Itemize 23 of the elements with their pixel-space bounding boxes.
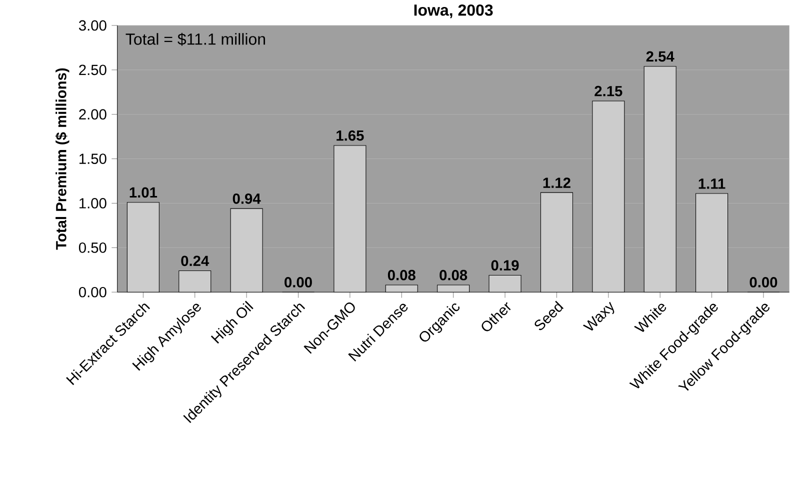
y-tick-label: 2.50 [79, 64, 106, 76]
y-tick-label: 1.50 [80, 154, 106, 164]
data-label: 0.24 [181, 256, 210, 266]
data-label: 1.01 [130, 187, 158, 198]
data-label: 0.08 [440, 270, 468, 280]
y-tick-label: 3.00 [78, 20, 106, 31]
y-tick-label: 0.00 [78, 286, 106, 298]
data-label: 1.65 [336, 130, 364, 141]
y-tick-label: 0.50 [78, 242, 106, 253]
data-label: 1.12 [543, 178, 570, 188]
data-label: 0.08 [388, 270, 416, 280]
data-label: 2.54 [646, 51, 674, 62]
chart-title: Iowa, 2003 [414, 4, 493, 18]
data-label: 2.15 [594, 86, 622, 96]
annotation: Total = $11.1 million [126, 32, 266, 46]
data-label: 0.94 [232, 193, 261, 204]
data-label: 1.11 [698, 178, 726, 189]
data-label: 0.19 [491, 260, 519, 270]
y-axis-title: Total Premium ($ millions) [55, 68, 70, 250]
data-label: 0.00 [284, 276, 312, 288]
y-tick-label: 1.00 [80, 198, 106, 208]
y-tick-label: 2.00 [79, 109, 106, 120]
data-label: 0.00 [750, 276, 778, 288]
